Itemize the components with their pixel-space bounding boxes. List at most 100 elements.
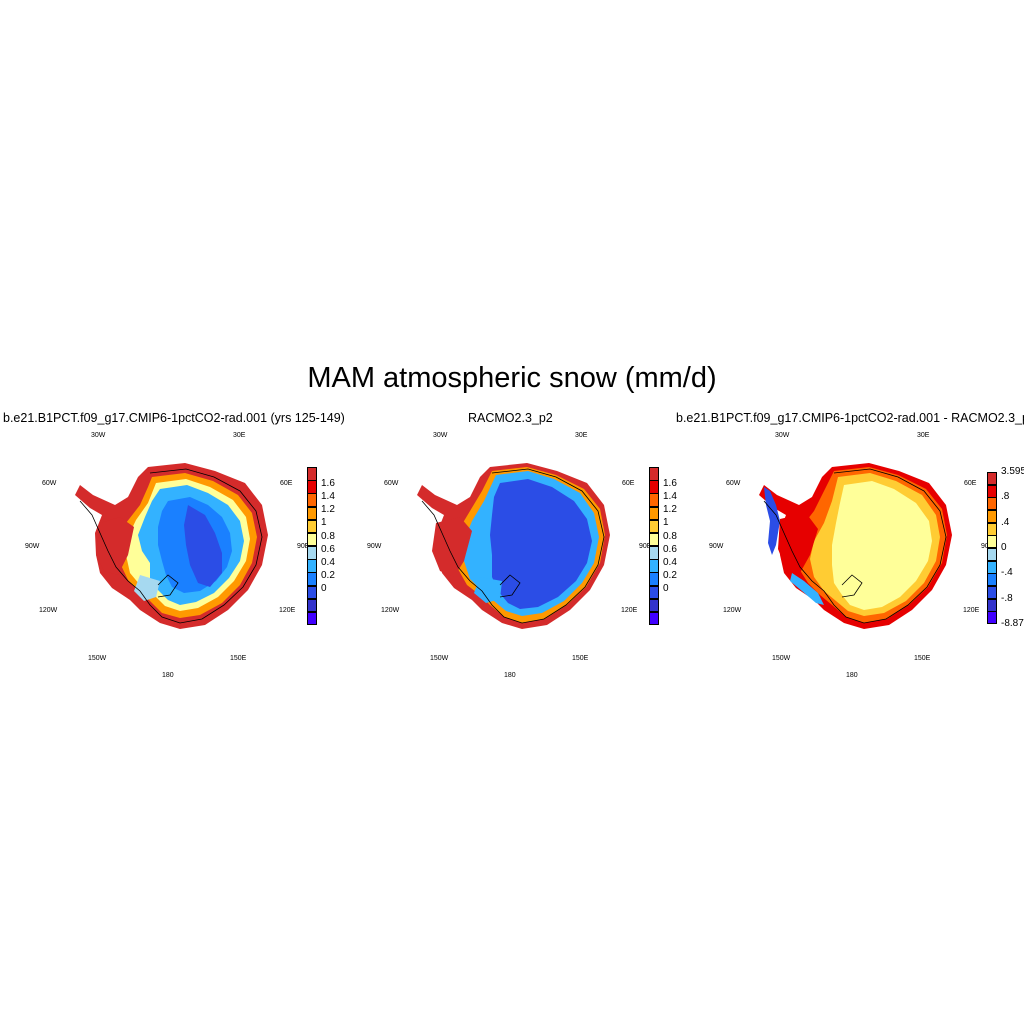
panel-title: RACMO2.3_p2 xyxy=(468,411,553,425)
lon-label-30w: 30W xyxy=(433,432,448,439)
colorbar-label: .4 xyxy=(1001,516,1010,528)
lon-label-150e: 150E xyxy=(230,655,247,662)
colorbar-swatch xyxy=(649,493,659,507)
lon-label-30w: 30W xyxy=(91,432,106,439)
colorbar-swatch xyxy=(307,493,317,507)
colorbar-swatch xyxy=(987,484,997,498)
colorbar-label: 1.6 xyxy=(663,478,677,490)
colorbar-label: 0 xyxy=(321,583,327,595)
map-core-blue xyxy=(184,505,222,587)
colorbar: 3.595 .8 .4 0 -.4 -.8 -8.872 xyxy=(987,466,1024,629)
lon-label-150w: 150W xyxy=(772,655,791,662)
map-panel-difference: b.e21.B1PCT.f09_g17.CMIP6-1pctCO2-rad.00… xyxy=(676,405,1024,695)
map-interior-blue xyxy=(490,479,592,609)
colorbar-label: 0.6 xyxy=(321,543,335,555)
colorbar-label: 0.4 xyxy=(321,556,335,568)
colorbar-swatch xyxy=(987,522,997,536)
colorbar-swatch xyxy=(307,559,317,573)
colorbar-swatch xyxy=(987,611,997,625)
map-pale-yellow xyxy=(832,481,932,610)
colorbar-swatch xyxy=(307,480,317,494)
lon-label-60e: 60E xyxy=(280,480,293,487)
colorbar-swatch xyxy=(649,611,659,626)
colorbar: 1.6 1.4 1.2 1 0.8 0.6 0.4 0.2 0 xyxy=(307,467,340,626)
colorbar-label: 3.595 xyxy=(1001,466,1024,477)
panel-title: b.e21.B1PCT.f09_g17.CMIP6-1pctCO2-rad.00… xyxy=(3,411,345,425)
map-peninsula-red xyxy=(778,513,818,573)
colorbar-swatch xyxy=(987,560,997,574)
colorbar-swatch xyxy=(987,586,997,600)
lon-label-30e: 30E xyxy=(233,432,246,439)
map-peninsula-blue-edge xyxy=(764,487,780,555)
colorbar-label: 0.8 xyxy=(321,530,335,542)
colorbar-label: 0.6 xyxy=(663,543,677,555)
lon-label-60e: 60E xyxy=(964,480,977,487)
colorbar-swatch xyxy=(307,611,317,626)
lon-label-180: 180 xyxy=(504,672,516,679)
colorbar-swatch xyxy=(307,572,317,586)
map-panel-model: b.e21.B1PCT.f09_g17.CMIP6-1pctCO2-rad.00… xyxy=(0,405,345,695)
antarctica-map xyxy=(75,463,268,629)
colorbar-swatch xyxy=(987,472,997,486)
colorbar-label: 0 xyxy=(1001,542,1007,553)
lon-label-120w: 120W xyxy=(723,607,742,614)
colorbar-swatch xyxy=(649,598,659,613)
colorbar-swatch xyxy=(987,497,997,511)
panel-title: b.e21.B1PCT.f09_g17.CMIP6-1pctCO2-rad.00… xyxy=(676,411,1024,425)
colorbar-swatch xyxy=(649,480,659,494)
lon-label-90w: 90W xyxy=(367,543,382,550)
antarctica-map xyxy=(759,463,952,629)
lon-label-30e: 30E xyxy=(575,432,588,439)
colorbar-swatch xyxy=(987,573,997,587)
colorbar-label: 1.2 xyxy=(321,504,335,516)
colorbar-label: 1 xyxy=(321,517,327,529)
lon-label-150e: 150E xyxy=(914,655,931,662)
colorbar-label: 0.2 xyxy=(321,569,335,581)
lon-label-120e: 120E xyxy=(621,607,638,614)
colorbar: 1.6 1.4 1.2 1 0.8 0.6 0.4 0.2 0 xyxy=(649,467,682,626)
map-coast-blue xyxy=(790,573,824,605)
lon-label-30w: 30W xyxy=(775,432,790,439)
colorbar-label: 1.6 xyxy=(321,478,335,490)
colorbar-swatch xyxy=(307,546,317,560)
colorbar-swatch xyxy=(307,519,317,534)
colorbar-swatch xyxy=(987,535,997,549)
colorbar-label: 0.8 xyxy=(663,530,677,542)
colorbar-label: 1.4 xyxy=(663,491,677,503)
colorbar-swatch xyxy=(307,585,317,600)
colorbar-swatch xyxy=(649,546,659,560)
colorbar-label: 1.4 xyxy=(321,491,335,503)
lon-label-120w: 120W xyxy=(39,607,58,614)
figure-title: MAM atmospheric snow (mm/d) xyxy=(307,362,717,394)
lon-label-60e: 60E xyxy=(622,480,635,487)
lon-label-120w: 120W xyxy=(381,607,400,614)
map-peninsula-red xyxy=(96,517,134,575)
map-coastline xyxy=(763,468,947,624)
lon-label-90w: 90W xyxy=(25,543,40,550)
colorbar-label: 0 xyxy=(663,583,669,595)
lon-label-120e: 120E xyxy=(963,607,980,614)
colorbar-swatch xyxy=(987,510,997,524)
lon-label-150e: 150E xyxy=(572,655,589,662)
colorbar-swatch xyxy=(649,506,659,521)
lon-label-180: 180 xyxy=(846,672,858,679)
map-peninsula-red xyxy=(432,517,472,577)
lon-label-120e: 120E xyxy=(279,607,296,614)
colorbar-swatch xyxy=(987,598,997,612)
colorbar-swatch xyxy=(307,506,317,521)
colorbar-swatch xyxy=(649,559,659,573)
lon-label-90e: 90E xyxy=(639,543,652,550)
colorbar-swatch xyxy=(649,572,659,586)
colorbar-swatch xyxy=(307,598,317,613)
colorbar-label: .8 xyxy=(1001,491,1010,503)
colorbar-swatch xyxy=(307,532,317,547)
antarctica-map xyxy=(417,463,610,629)
colorbar-swatch xyxy=(649,519,659,534)
lon-label-60w: 60W xyxy=(726,480,741,487)
colorbar-swatch xyxy=(649,585,659,600)
colorbar-swatch xyxy=(987,548,997,562)
map-coastline xyxy=(79,468,263,624)
colorbar-label: -8.872 xyxy=(1001,618,1024,629)
colorbar-label: -.4 xyxy=(1001,567,1013,579)
lon-label-60w: 60W xyxy=(384,480,399,487)
